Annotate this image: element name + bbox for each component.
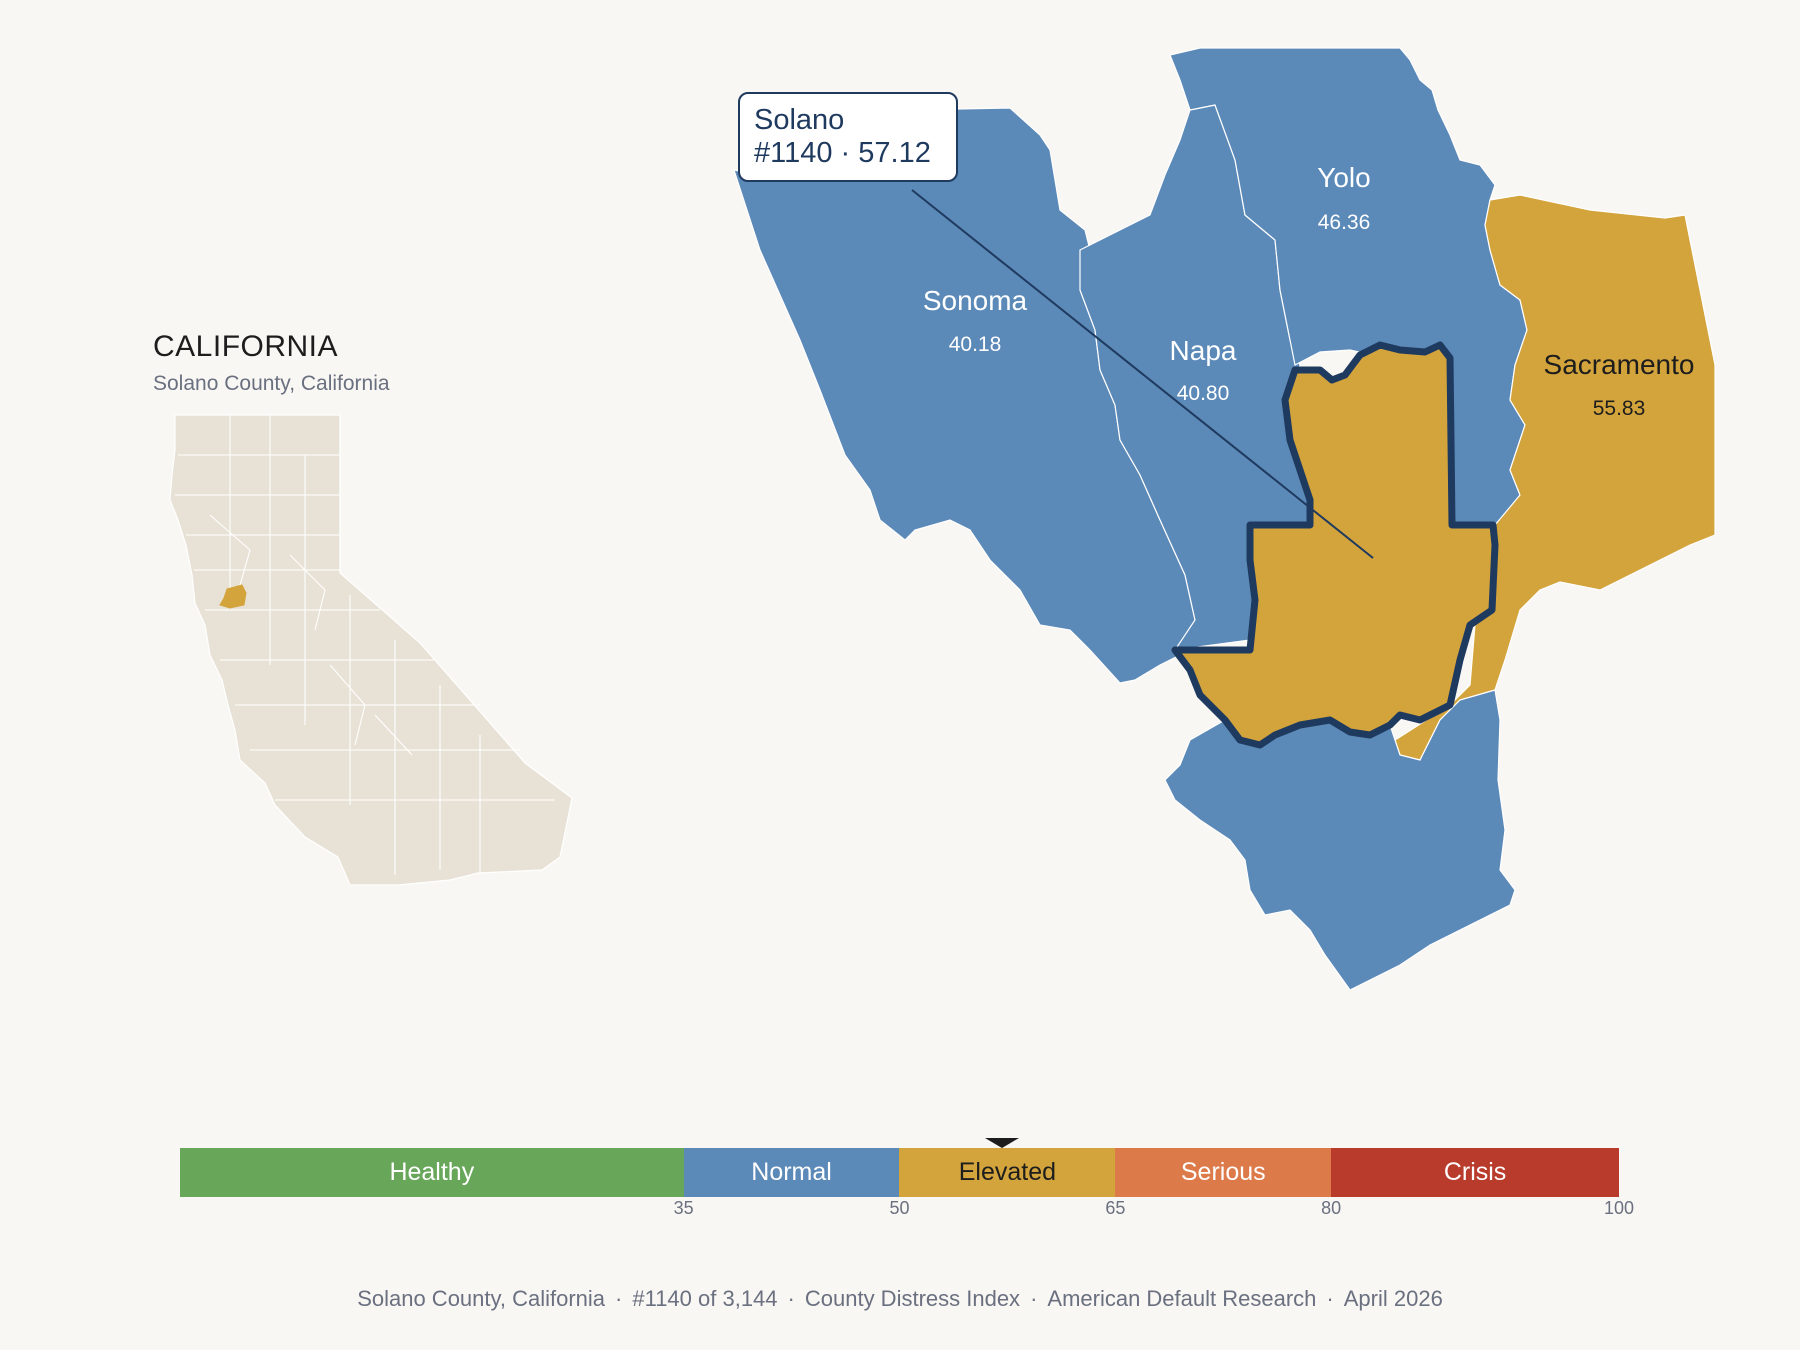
callout-county-name: Solano bbox=[754, 104, 845, 136]
county-label-napa: Napa bbox=[1170, 335, 1237, 366]
distress-legend-bar: Healthy Normal Elevated Serious Crisis bbox=[180, 1148, 1619, 1197]
footer-part: American Default Research bbox=[1047, 1286, 1317, 1311]
county-value-sonoma: 40.18 bbox=[949, 333, 1002, 356]
legend-tick-label: 65 bbox=[1105, 1198, 1126, 1218]
inset-title: CALIFORNIA bbox=[153, 330, 339, 363]
legend-value-marker bbox=[984, 1138, 1019, 1148]
legend-segment-serious: Serious bbox=[1115, 1148, 1332, 1197]
county-solano-shape[interactable] bbox=[1171, 341, 1499, 749]
callout-leader-line bbox=[911, 189, 1374, 559]
county-value-yolo: 46.36 bbox=[1318, 211, 1371, 234]
footer-credits: Solano County, California · #1140 of 3,144… bbox=[0, 1286, 1800, 1312]
inset-subtitle: Solano County, California bbox=[153, 372, 390, 395]
footer-part: April 2026 bbox=[1343, 1286, 1443, 1311]
legend-segment-crisis: Crisis bbox=[1331, 1148, 1619, 1197]
footer-part: Solano County, California bbox=[357, 1286, 606, 1311]
legend-tick-label: 50 bbox=[889, 1198, 910, 1218]
legend-segment-healthy: Healthy bbox=[180, 1148, 684, 1197]
footer-separator: · bbox=[1030, 1286, 1038, 1311]
county-contra-costa-shape[interactable] bbox=[1164, 689, 1516, 991]
california-locator-map bbox=[169, 414, 573, 886]
legend-segment-normal: Normal bbox=[683, 1148, 900, 1197]
footer-separator: · bbox=[1326, 1286, 1334, 1311]
footer-part: #1140 of 3,144 bbox=[632, 1286, 778, 1311]
county-value-sacramento: 55.83 bbox=[1593, 397, 1646, 420]
county-label-sacramento: Sacramento bbox=[1544, 349, 1695, 380]
legend-tick-label: 100 bbox=[1603, 1198, 1635, 1218]
county-value-napa: 40.80 bbox=[1177, 382, 1230, 405]
county-label-sonoma: Sonoma bbox=[923, 285, 1028, 316]
selected-county-callout: Solano #1140 · 57.12 bbox=[738, 92, 958, 182]
county-label-yolo: Yolo bbox=[1317, 162, 1370, 193]
footer-separator: · bbox=[787, 1286, 795, 1311]
callout-rank-score: #1140 · 57.12 bbox=[754, 137, 931, 169]
legend-tick-label: 35 bbox=[673, 1198, 694, 1218]
footer-separator: · bbox=[615, 1286, 623, 1311]
california-county-lines bbox=[175, 415, 555, 875]
legend-tick-label: 80 bbox=[1321, 1198, 1342, 1218]
legend-segment-elevated: Elevated bbox=[899, 1148, 1116, 1197]
footer-part: County Distress Index bbox=[804, 1286, 1021, 1311]
solano-highlight bbox=[219, 584, 247, 609]
